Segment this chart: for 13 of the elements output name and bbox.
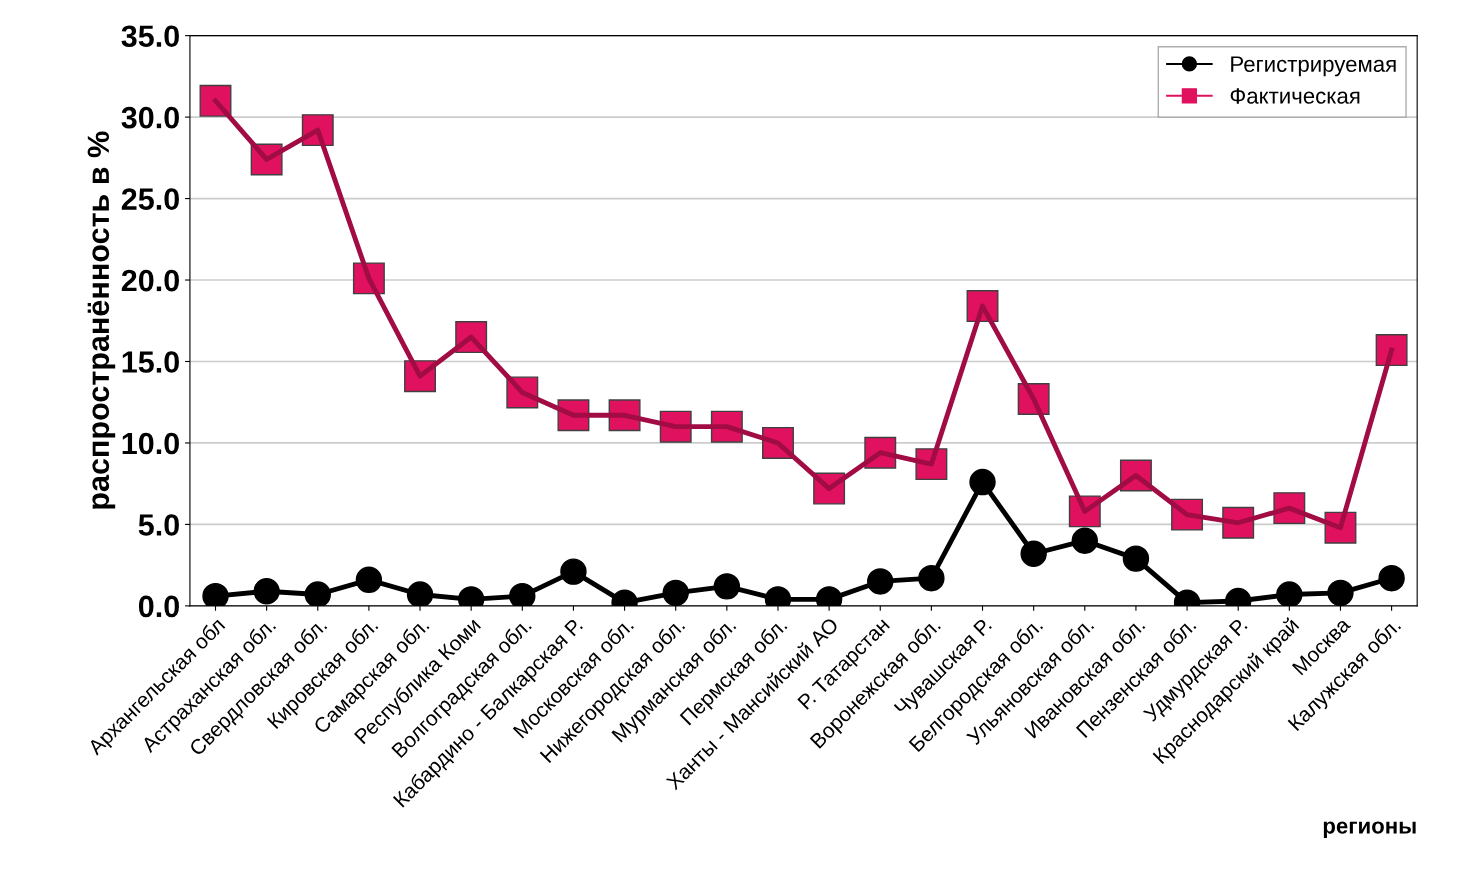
y-tick-label: 15.0 [122, 351, 179, 373]
y-tick-label: 35.0 [121, 25, 179, 48]
y-tick-label: 10.0 [122, 432, 179, 455]
y-tick-label: 30.0 [121, 106, 179, 129]
legend-label: Фактическая [1230, 88, 1360, 104]
y-tick-label: 25.0 [121, 188, 179, 210]
legend-label: Регистрируемая [1231, 56, 1396, 77]
y-tick-label: 20.0 [121, 269, 179, 292]
point [1375, 334, 1408, 367]
y-tick-label: 5.0 [138, 514, 179, 536]
y-tick-label: 0.0 [138, 595, 179, 618]
y-axis-title: распространённость в % [87, 131, 116, 509]
x-axis-title: регионы [1323, 821, 1416, 839]
